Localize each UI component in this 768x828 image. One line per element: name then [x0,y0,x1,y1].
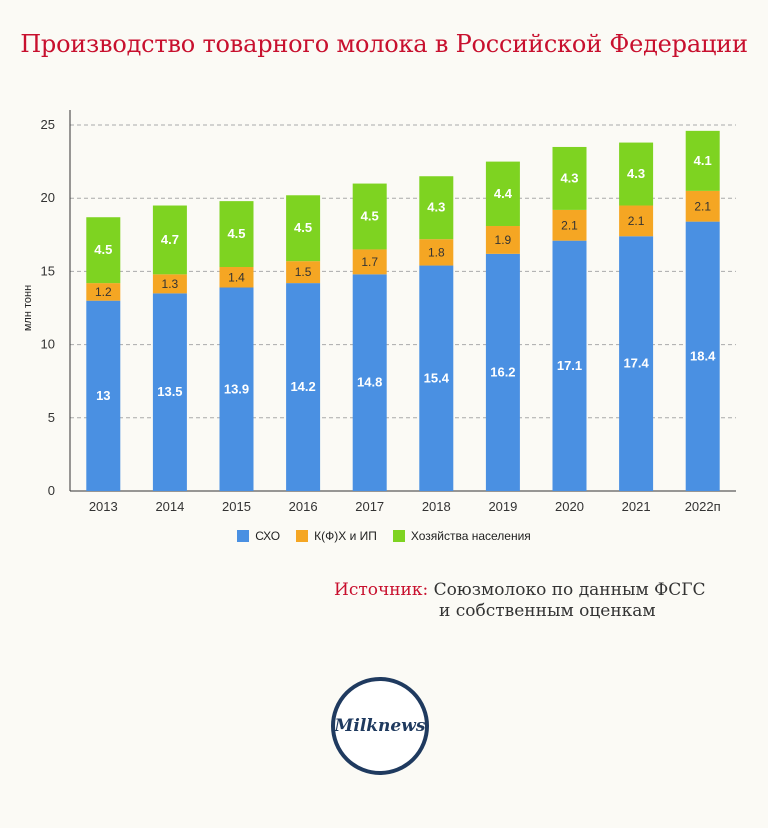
data-label: 4.5 [94,242,112,257]
y-axis-label: млн тонн [22,285,34,331]
bar-segment [419,239,454,266]
x-tick-label: 2019 [488,499,517,514]
data-label: 4.3 [560,170,578,185]
data-label: 1.2 [95,285,112,299]
data-label: 1.8 [428,245,445,259]
bar-segment [619,236,654,491]
legend-item: Хозяйства населения [392,529,531,543]
legend-label: Хозяйства населения [410,529,531,543]
bar-segment [485,161,520,227]
data-label: 4.4 [494,186,513,201]
data-label: 18.4 [690,348,716,363]
x-tick-label: 2014 [155,499,184,514]
bar-segment [152,293,187,491]
bar-segment [352,274,387,491]
x-tick-label: 2021 [622,499,651,514]
legend-item: СХО [237,529,280,543]
bar-segment [619,205,654,237]
x-tick-label: 2013 [89,499,118,514]
data-label: 1.3 [162,277,179,291]
bar-segment [352,249,387,275]
bar-segment [219,201,254,268]
milknews-logo: Milknews [331,677,429,775]
data-label: 4.5 [361,209,379,224]
x-tick-label: 2017 [355,499,384,514]
bar-segment [219,267,254,288]
data-label: 4.3 [627,166,645,181]
data-label: 13 [96,388,110,403]
data-label: 4.5 [294,220,312,235]
bar-segment [552,209,587,241]
data-label: 16.2 [490,364,515,379]
bar-segment [685,221,720,491]
bar-segment [485,226,520,254]
bar-segment [419,265,454,491]
legend-swatch [237,530,250,542]
y-tick-label: 25 [41,117,55,132]
x-tick-label: 2022п [685,499,721,514]
chart-legend: СХО К(Ф)Х и ИП Хозяйства населения [0,529,768,545]
data-label: 15.4 [424,370,450,385]
data-label: 1.4 [228,270,245,284]
page-title: Производство товарного молока в Российск… [20,30,748,58]
bar-segment [86,283,121,301]
y-tick-label: 5 [48,410,55,425]
source-label: Источник: [334,580,429,600]
data-label: 4.1 [694,153,712,168]
data-label: 17.4 [623,356,649,371]
bar-segment [286,261,321,284]
bar-segment [352,183,387,250]
y-tick-label: 20 [41,190,55,205]
source-note: Источник: Союзмолоко по данным ФСГС и со… [334,580,706,622]
x-tick-label: 2020 [555,499,584,514]
data-label: 4.7 [161,232,179,247]
y-tick-label: 15 [41,263,55,278]
source-line-2: и собственным оценкам [439,601,656,621]
x-tick-label: 2018 [422,499,451,514]
bar-segment [86,300,121,491]
legend-item: К(Ф)Х и ИП [296,529,377,543]
bar-segment [219,287,254,491]
data-label: 2.1 [694,199,711,213]
data-label: 1.9 [495,233,512,247]
data-label: 2.1 [561,218,578,232]
bar-segment [286,195,321,262]
data-label: 4.5 [227,226,245,241]
bar-segment [552,240,587,491]
data-label: 4.3 [427,200,445,215]
y-tick-label: 0 [48,483,55,498]
legend-swatch [296,530,309,542]
legend-swatch [392,530,405,542]
bar-segment [86,217,121,284]
data-label: 2.1 [628,214,645,228]
x-tick-label: 2016 [289,499,318,514]
legend-label: К(Ф)Х и ИП [314,529,377,543]
data-label: 14.8 [357,375,382,390]
bar-segment [286,283,321,491]
bar-segment [552,146,587,210]
logo-text: Milknews [334,716,426,736]
data-label: 17.1 [557,358,582,373]
data-label: 1.7 [361,255,378,269]
data-label: 14.2 [290,379,315,394]
y-tick-label: 10 [41,337,55,352]
bar-segment [619,142,654,206]
bar-segment [152,205,187,275]
x-tick-label: 2015 [222,499,251,514]
bar-segment [685,130,720,191]
data-label: 13.5 [157,384,182,399]
bar-segment [419,176,454,240]
source-line-1: Союзмолоко по данным ФСГС [433,580,706,600]
bar-segment [485,253,520,491]
bar-segment [152,274,187,294]
stacked-bar-chart: 0 5 10 15 20 25 млн тонн 13 1.2 4.5 2013 13.5 1.3 4.7… [22,110,736,514]
bar-segment [685,190,720,222]
data-label: 13.9 [224,381,249,396]
data-label: 1.5 [295,265,312,279]
legend-label: СХО [255,529,281,543]
